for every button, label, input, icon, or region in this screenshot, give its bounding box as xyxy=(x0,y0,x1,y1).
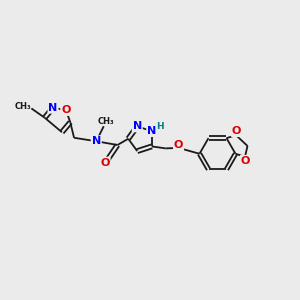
Text: N: N xyxy=(133,122,142,131)
Text: O: O xyxy=(100,158,110,167)
Text: O: O xyxy=(241,156,250,166)
Text: N: N xyxy=(92,136,101,146)
Text: O: O xyxy=(174,140,183,150)
Text: H: H xyxy=(156,122,164,131)
Text: N: N xyxy=(48,103,58,113)
Text: O: O xyxy=(61,105,70,115)
Text: CH₃: CH₃ xyxy=(98,117,114,126)
Text: CH₃: CH₃ xyxy=(15,102,32,111)
Text: O: O xyxy=(232,126,241,136)
Text: N: N xyxy=(147,126,156,136)
